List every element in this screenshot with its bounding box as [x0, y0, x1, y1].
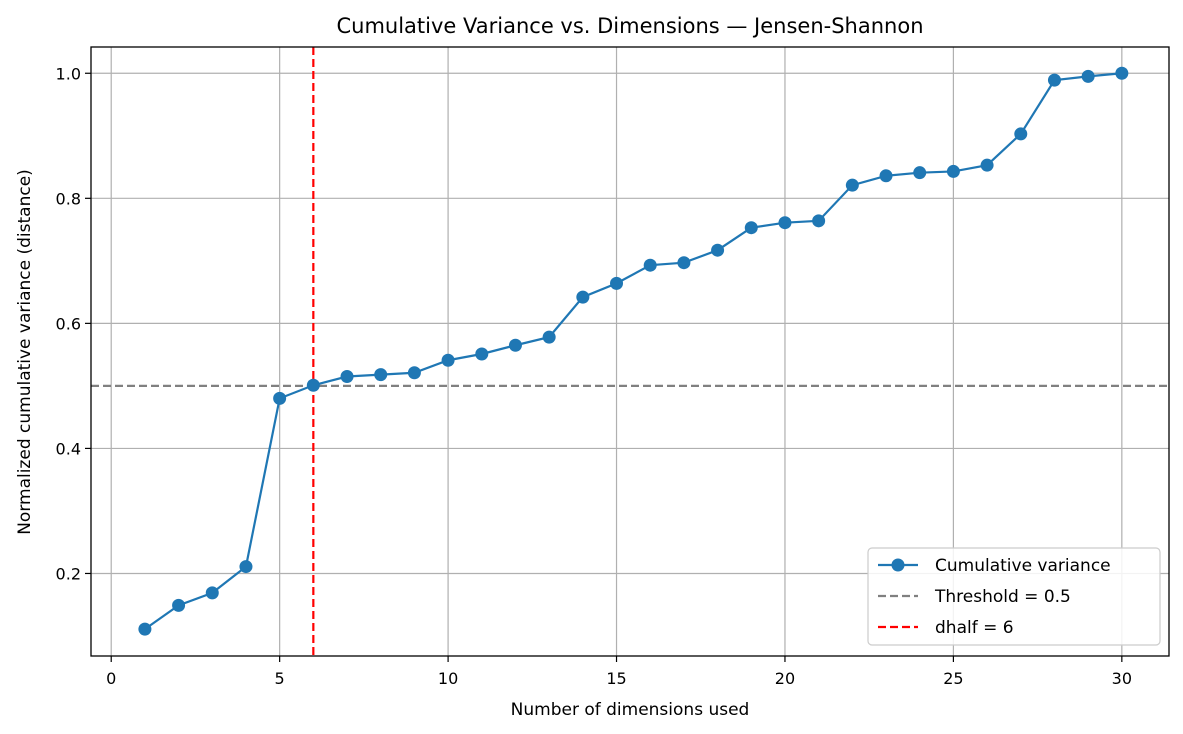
data-point — [1115, 66, 1129, 80]
y-tick-label: 0.4 — [56, 439, 81, 458]
data-point — [138, 622, 152, 636]
x-tick-label: 20 — [775, 669, 795, 688]
data-point — [879, 169, 893, 183]
x-tick-label: 10 — [438, 669, 458, 688]
plot-area: 0 5 10 15 20 25 30 0.2 0.4 0.6 0.8 1.0 Cumulative va… — [56, 46, 1170, 688]
data-point — [980, 158, 994, 172]
data-point — [946, 164, 960, 178]
data-point — [744, 221, 758, 235]
data-point — [239, 560, 253, 574]
data-point — [778, 216, 792, 230]
data-point — [407, 366, 421, 380]
x-tick-label: 0 — [106, 669, 116, 688]
y-tick-label: 1.0 — [56, 64, 81, 83]
data-point — [576, 290, 590, 304]
data-point — [610, 276, 624, 290]
data-point — [475, 347, 489, 361]
data-point — [205, 586, 219, 600]
data-point — [1047, 73, 1061, 87]
legend-box — [867, 547, 1161, 646]
x-tick-label: 25 — [943, 669, 963, 688]
data-point — [374, 368, 388, 382]
data-point — [1081, 69, 1095, 83]
data-point — [677, 256, 691, 270]
chart-title: Cumulative Variance vs. Dimensions — Jen… — [336, 14, 923, 38]
y-tick-label: 0.2 — [56, 564, 81, 583]
x-tick-label: 15 — [606, 669, 626, 688]
data-point — [441, 353, 455, 367]
data-point — [172, 598, 186, 612]
y-tick-label: 0.6 — [56, 314, 81, 333]
legend-entry-dhalf-label: dhalf = 6 — [935, 618, 1014, 638]
axes-frame — [90, 46, 1170, 657]
x-tick-label: 5 — [275, 669, 285, 688]
legend-entry-series-marker — [891, 558, 905, 572]
data-point — [643, 258, 657, 272]
data-point — [845, 178, 859, 192]
data-point — [542, 330, 556, 344]
series-line — [144, 72, 1122, 631]
y-tick-label: 0.8 — [56, 189, 81, 208]
legend: Cumulative variance Threshold = 0.5 dhalf … — [867, 547, 1161, 646]
data-point — [340, 370, 354, 384]
y-axis-label: Normalized cumulative variance (distance… — [15, 169, 35, 535]
data-point — [711, 243, 725, 257]
legend-entry-series-label: Cumulative variance — [935, 556, 1111, 576]
x-axis-label: Number of dimensions used — [511, 700, 750, 720]
data-point — [508, 338, 522, 352]
data-point — [1014, 127, 1028, 141]
x-tick-label: 30 — [1112, 669, 1132, 688]
data-point — [913, 166, 927, 180]
legend-entry-threshold-label: Threshold = 0.5 — [934, 587, 1071, 607]
data-point — [273, 391, 287, 405]
data-point — [812, 214, 826, 228]
data-point — [306, 378, 320, 392]
